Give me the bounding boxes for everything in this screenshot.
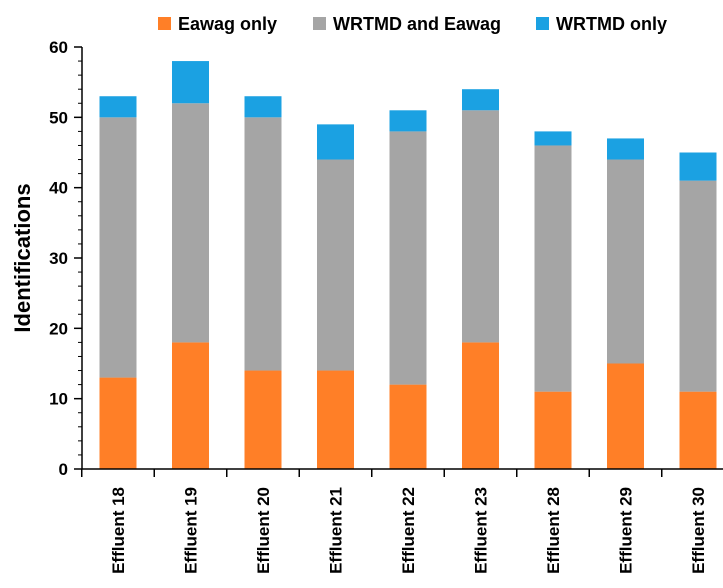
bar-eawag-only-1	[172, 342, 209, 469]
x-tick-label: Effluent 30	[689, 487, 708, 574]
bar-wrtmd-only-3	[317, 124, 354, 160]
bar-wrtmd-and-eawag-4	[389, 131, 427, 385]
bar-eawag-only-2	[244, 370, 282, 469]
bar-wrtmd-and-eawag-6	[534, 145, 572, 392]
x-tick-label: Effluent 19	[182, 487, 201, 574]
bar-wrtmd-and-eawag-2	[244, 117, 282, 371]
y-axis-title: Identifications	[10, 183, 35, 332]
bar-wrtmd-only-0	[99, 96, 137, 118]
x-tick-label: Effluent 28	[544, 487, 563, 574]
bar-eawag-only-0	[99, 377, 137, 469]
legend-swatch-1	[313, 17, 326, 30]
bar-wrtmd-and-eawag-8	[679, 180, 717, 392]
legend-label-0: Eawag only	[178, 14, 277, 34]
y-tick-label: 50	[49, 108, 68, 127]
x-tick-label: Effluent 23	[472, 487, 491, 574]
legend-swatch-0	[158, 17, 171, 30]
x-tick-label: Effluent 21	[327, 487, 346, 574]
legend-label-2: WRTMD only	[556, 14, 667, 34]
bar-eawag-only-5	[462, 342, 499, 469]
bar-wrtmd-only-2	[244, 96, 282, 118]
bar-wrtmd-only-5	[462, 89, 499, 111]
y-tick-label: 30	[49, 249, 68, 268]
bar-eawag-only-8	[679, 391, 717, 469]
bar-wrtmd-only-8	[679, 152, 717, 181]
x-tick-label: Effluent 29	[617, 487, 636, 574]
bar-eawag-only-6	[534, 391, 572, 469]
y-tick-label: 10	[49, 390, 68, 409]
bar-wrtmd-and-eawag-1	[172, 103, 209, 343]
y-axis: 0 10 20 30 40 50 60	[49, 38, 83, 479]
x-tick-label: Effluent 20	[254, 487, 273, 574]
bar-eawag-only-4	[389, 384, 427, 469]
bar-eawag-only-7	[607, 363, 644, 469]
bar-wrtmd-only-4	[389, 110, 427, 132]
bar-wrtmd-and-eawag-5	[462, 110, 499, 343]
y-tick-label: 0	[59, 460, 68, 479]
bar-eawag-only-3	[317, 370, 354, 469]
legend-label-1: WRTMD and Eawag	[333, 14, 501, 34]
x-axis: Effluent 18 Effluent 19 Effluent 20 Effluen…	[81, 468, 723, 574]
y-tick-label: 40	[49, 179, 68, 198]
bar-wrtmd-only-1	[172, 61, 209, 104]
legend-swatch-2	[536, 17, 549, 30]
bar-wrtmd-and-eawag-7	[607, 159, 644, 364]
y-tick-label: 20	[49, 319, 68, 338]
x-tick-label: Effluent 22	[399, 487, 418, 574]
bar-wrtmd-and-eawag-3	[317, 159, 354, 371]
bar-wrtmd-only-6	[534, 131, 572, 146]
legend: Eawag only WRTMD and Eawag WRTMD only	[158, 14, 667, 34]
x-tick-label: Effluent 18	[109, 487, 128, 574]
y-tick-label: 60	[49, 38, 68, 57]
bar-wrtmd-and-eawag-0	[99, 117, 137, 378]
bars	[99, 61, 717, 469]
bar-wrtmd-only-7	[607, 138, 644, 160]
